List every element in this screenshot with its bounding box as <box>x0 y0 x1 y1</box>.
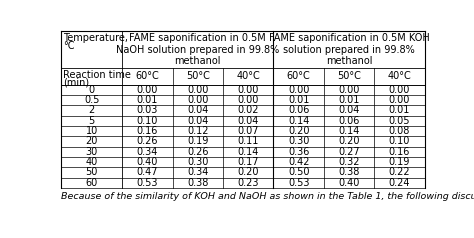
Text: 0.19: 0.19 <box>389 157 410 167</box>
Text: 0.27: 0.27 <box>338 147 360 157</box>
Text: Temperature,: Temperature, <box>63 33 128 43</box>
Text: 0.04: 0.04 <box>187 105 209 115</box>
Text: 0.23: 0.23 <box>237 178 259 188</box>
Text: 0.10: 0.10 <box>137 116 158 126</box>
Text: 0.22: 0.22 <box>389 168 410 178</box>
Text: 0.53: 0.53 <box>288 178 310 188</box>
Text: 40°C: 40°C <box>237 71 260 81</box>
Text: 20: 20 <box>85 136 98 146</box>
Text: 0.05: 0.05 <box>389 116 410 126</box>
Text: 0.14: 0.14 <box>338 126 360 136</box>
Text: 40°C: 40°C <box>388 71 411 81</box>
Text: 0.20: 0.20 <box>237 168 259 178</box>
Text: 0.26: 0.26 <box>137 136 158 146</box>
Text: 0.14: 0.14 <box>237 147 259 157</box>
Text: 60: 60 <box>85 178 98 188</box>
Text: 50°C: 50°C <box>186 71 210 81</box>
Text: 2: 2 <box>89 105 95 115</box>
Text: 0.00: 0.00 <box>237 95 259 105</box>
Text: 0.08: 0.08 <box>389 126 410 136</box>
Text: 60°C: 60°C <box>287 71 310 81</box>
Text: 0.00: 0.00 <box>389 95 410 105</box>
Text: 0.20: 0.20 <box>288 126 310 136</box>
Text: 50: 50 <box>85 168 98 178</box>
Text: 0.38: 0.38 <box>338 168 360 178</box>
Text: 0.47: 0.47 <box>137 168 158 178</box>
Text: 0.50: 0.50 <box>288 168 310 178</box>
Text: 0.00: 0.00 <box>288 85 310 95</box>
Text: 0.16: 0.16 <box>137 126 158 136</box>
Text: 0.06: 0.06 <box>288 105 310 115</box>
Text: 30: 30 <box>85 147 98 157</box>
Text: 0.04: 0.04 <box>338 105 360 115</box>
Text: 0.53: 0.53 <box>137 178 158 188</box>
Text: 0.19: 0.19 <box>187 136 209 146</box>
Text: 0.5: 0.5 <box>84 95 100 105</box>
Text: 0.17: 0.17 <box>237 157 259 167</box>
Text: °C: °C <box>63 41 74 51</box>
Text: 0.36: 0.36 <box>288 147 310 157</box>
Text: FAME saponification in 0.5M KOH
solution prepared in 99.8%
methanol: FAME saponification in 0.5M KOH solution… <box>269 33 429 66</box>
Text: 0.00: 0.00 <box>237 85 259 95</box>
Text: 0.30: 0.30 <box>187 157 209 167</box>
Text: 0.07: 0.07 <box>237 126 259 136</box>
Text: 0.16: 0.16 <box>389 147 410 157</box>
Text: 50°C: 50°C <box>337 71 361 81</box>
Text: 10: 10 <box>85 126 98 136</box>
Text: 0.34: 0.34 <box>187 168 209 178</box>
Text: 0.01: 0.01 <box>288 95 310 105</box>
Text: 60°C: 60°C <box>136 71 159 81</box>
Text: 0.01: 0.01 <box>389 105 410 115</box>
Text: 0.00: 0.00 <box>187 85 209 95</box>
Text: 0.40: 0.40 <box>137 157 158 167</box>
Text: Reaction time: Reaction time <box>63 69 131 79</box>
Text: 0.00: 0.00 <box>137 85 158 95</box>
Text: 0.11: 0.11 <box>237 136 259 146</box>
Text: 5: 5 <box>89 116 95 126</box>
Text: 0.04: 0.04 <box>187 116 209 126</box>
Text: 0.01: 0.01 <box>338 95 360 105</box>
Text: 0.34: 0.34 <box>137 147 158 157</box>
Text: 0.03: 0.03 <box>137 105 158 115</box>
Text: 0.00: 0.00 <box>187 95 209 105</box>
Text: 0.00: 0.00 <box>389 85 410 95</box>
Text: 0.04: 0.04 <box>237 116 259 126</box>
Text: 0.42: 0.42 <box>288 157 310 167</box>
Text: 0.20: 0.20 <box>338 136 360 146</box>
Text: 0.14: 0.14 <box>288 116 310 126</box>
Text: 0.40: 0.40 <box>338 178 360 188</box>
Text: 0.12: 0.12 <box>187 126 209 136</box>
Text: 0.01: 0.01 <box>137 95 158 105</box>
Text: 0.26: 0.26 <box>187 147 209 157</box>
Text: 0.00: 0.00 <box>338 85 360 95</box>
Text: (min): (min) <box>63 78 89 88</box>
Text: 0.30: 0.30 <box>288 136 310 146</box>
Text: 0: 0 <box>89 85 95 95</box>
Text: 0.38: 0.38 <box>187 178 209 188</box>
Text: 40: 40 <box>85 157 98 167</box>
Text: 0.24: 0.24 <box>389 178 410 188</box>
Text: 0.32: 0.32 <box>338 157 360 167</box>
Text: FAME saponification in 0.5M
NaOH solution prepared in 99.8%
methanol: FAME saponification in 0.5M NaOH solutio… <box>116 33 280 66</box>
Text: Because of the similarity of KOH and NaOH as shown in the Table 1, the following: Because of the similarity of KOH and NaO… <box>61 192 474 201</box>
Text: 0.02: 0.02 <box>237 105 259 115</box>
Text: 0.10: 0.10 <box>389 136 410 146</box>
Text: 0.06: 0.06 <box>338 116 360 126</box>
